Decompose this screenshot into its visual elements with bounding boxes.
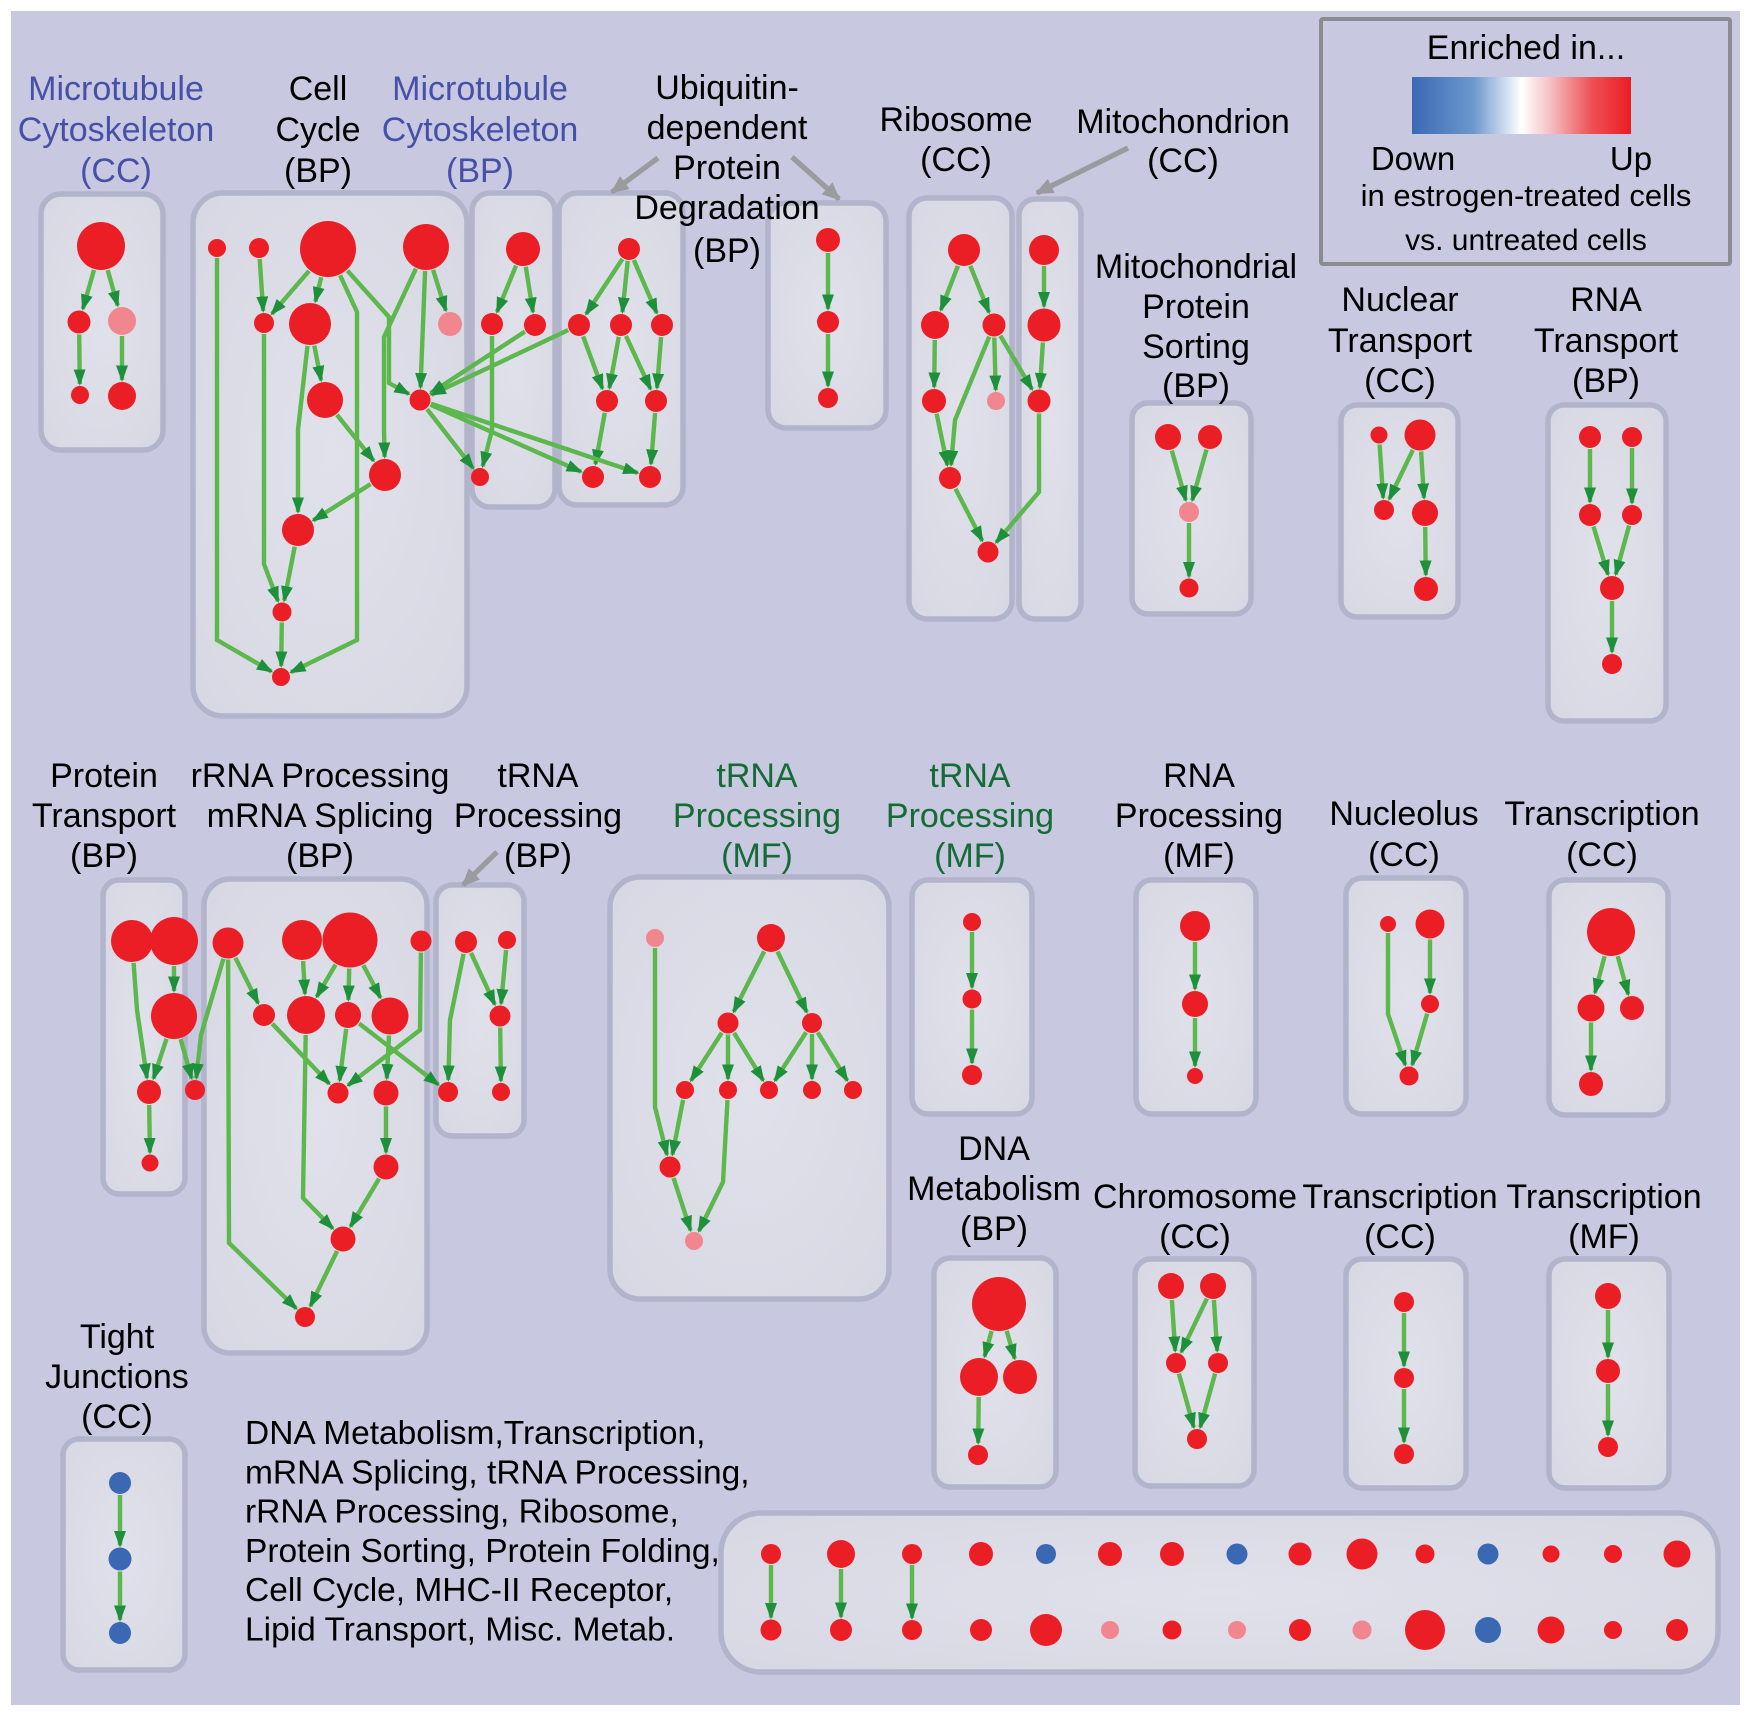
svg-text:Junctions: Junctions bbox=[45, 1358, 189, 1396]
svg-text:Ubiquitin-: Ubiquitin- bbox=[655, 69, 799, 107]
svg-text:(CC): (CC) bbox=[920, 141, 992, 179]
svg-text:Down: Down bbox=[1371, 140, 1455, 177]
svg-text:(BP): (BP) bbox=[1162, 367, 1230, 405]
svg-text:Lipid Transport, Misc. Metab.: Lipid Transport, Misc. Metab. bbox=[245, 1612, 675, 1649]
svg-text:(BP): (BP) bbox=[70, 837, 138, 875]
svg-text:(BP): (BP) bbox=[286, 837, 354, 875]
svg-text:Tight: Tight bbox=[80, 1318, 155, 1356]
svg-text:(CC): (CC) bbox=[1566, 836, 1638, 874]
svg-text:(BP): (BP) bbox=[504, 837, 572, 875]
svg-text:vs. untreated cells: vs. untreated cells bbox=[1405, 224, 1647, 257]
svg-text:Processing: Processing bbox=[886, 797, 1054, 835]
svg-text:Processing: Processing bbox=[454, 797, 622, 835]
svg-text:Degradation: Degradation bbox=[634, 189, 819, 227]
svg-text:(BP): (BP) bbox=[960, 1210, 1028, 1248]
svg-text:Protein: Protein bbox=[673, 149, 781, 187]
svg-text:Cycle: Cycle bbox=[275, 111, 360, 149]
svg-text:Ribosome: Ribosome bbox=[879, 101, 1032, 139]
svg-text:Processing: Processing bbox=[1115, 797, 1283, 835]
svg-text:Protein: Protein bbox=[50, 757, 158, 795]
svg-text:(CC): (CC) bbox=[81, 1398, 153, 1436]
svg-text:(MF): (MF) bbox=[721, 837, 793, 875]
svg-text:(MF): (MF) bbox=[1568, 1218, 1640, 1256]
svg-text:Protein: Protein bbox=[1142, 288, 1250, 326]
svg-text:tRNA: tRNA bbox=[497, 757, 579, 795]
svg-text:Metabolism: Metabolism bbox=[907, 1170, 1081, 1208]
svg-text:(CC): (CC) bbox=[1364, 1218, 1436, 1256]
svg-text:(BP): (BP) bbox=[446, 152, 514, 190]
svg-text:dependent: dependent bbox=[647, 109, 808, 147]
svg-text:(CC): (CC) bbox=[1364, 362, 1436, 400]
svg-text:Transport: Transport bbox=[32, 797, 177, 835]
svg-text:Up: Up bbox=[1610, 140, 1652, 177]
svg-text:Nuclear: Nuclear bbox=[1341, 281, 1458, 319]
svg-text:tRNA: tRNA bbox=[929, 757, 1011, 795]
svg-text:Enriched in...: Enriched in... bbox=[1427, 29, 1625, 67]
svg-text:Transport: Transport bbox=[1534, 322, 1679, 360]
svg-text:(BP): (BP) bbox=[1572, 362, 1640, 400]
svg-text:Microtubule: Microtubule bbox=[28, 70, 204, 108]
svg-text:(MF): (MF) bbox=[1163, 837, 1235, 875]
svg-text:mRNA Splicing, tRNA Processing: mRNA Splicing, tRNA Processing, bbox=[245, 1454, 750, 1491]
svg-text:Protein Sorting, Protein Foldi: Protein Sorting, Protein Folding, bbox=[245, 1533, 720, 1570]
svg-text:tRNA: tRNA bbox=[716, 757, 798, 795]
svg-text:rRNA Processing: rRNA Processing bbox=[191, 757, 450, 795]
svg-text:Sorting: Sorting bbox=[1142, 328, 1250, 366]
svg-text:(CC): (CC) bbox=[1159, 1218, 1231, 1256]
svg-text:(CC): (CC) bbox=[1147, 142, 1219, 180]
svg-text:Cell: Cell bbox=[289, 70, 348, 108]
svg-text:Transport: Transport bbox=[1328, 322, 1473, 360]
svg-text:Mitochondrial: Mitochondrial bbox=[1095, 248, 1297, 286]
svg-text:RNA: RNA bbox=[1163, 757, 1235, 795]
svg-text:Microtubule: Microtubule bbox=[392, 70, 568, 108]
svg-text:Mitochondrion: Mitochondrion bbox=[1076, 103, 1290, 141]
svg-text:Processing: Processing bbox=[673, 797, 841, 835]
svg-text:Transcription: Transcription bbox=[1504, 795, 1699, 833]
svg-text:Cytoskeleton: Cytoskeleton bbox=[382, 111, 579, 149]
svg-text:Nucleolus: Nucleolus bbox=[1329, 795, 1478, 833]
svg-text:(BP): (BP) bbox=[284, 152, 352, 190]
svg-text:(MF): (MF) bbox=[934, 837, 1006, 875]
svg-text:Cell Cycle, MHC-II Receptor,: Cell Cycle, MHC-II Receptor, bbox=[245, 1572, 673, 1609]
svg-text:RNA: RNA bbox=[1570, 281, 1642, 319]
svg-text:(CC): (CC) bbox=[80, 152, 152, 190]
svg-text:DNA Metabolism,Transcription,: DNA Metabolism,Transcription, bbox=[245, 1415, 705, 1452]
svg-text:rRNA Processing, Ribosome,: rRNA Processing, Ribosome, bbox=[245, 1494, 679, 1531]
svg-text:Transcription: Transcription bbox=[1302, 1178, 1497, 1216]
svg-text:Chromosome: Chromosome bbox=[1093, 1178, 1297, 1216]
svg-text:(BP): (BP) bbox=[693, 232, 761, 270]
svg-text:Transcription: Transcription bbox=[1506, 1178, 1701, 1216]
svg-text:Cytoskeleton: Cytoskeleton bbox=[18, 111, 215, 149]
svg-text:DNA: DNA bbox=[958, 1130, 1030, 1168]
svg-text:in estrogen-treated cells: in estrogen-treated cells bbox=[1361, 178, 1692, 213]
svg-text:(CC): (CC) bbox=[1368, 836, 1440, 874]
svg-text:mRNA Splicing: mRNA Splicing bbox=[207, 797, 434, 835]
